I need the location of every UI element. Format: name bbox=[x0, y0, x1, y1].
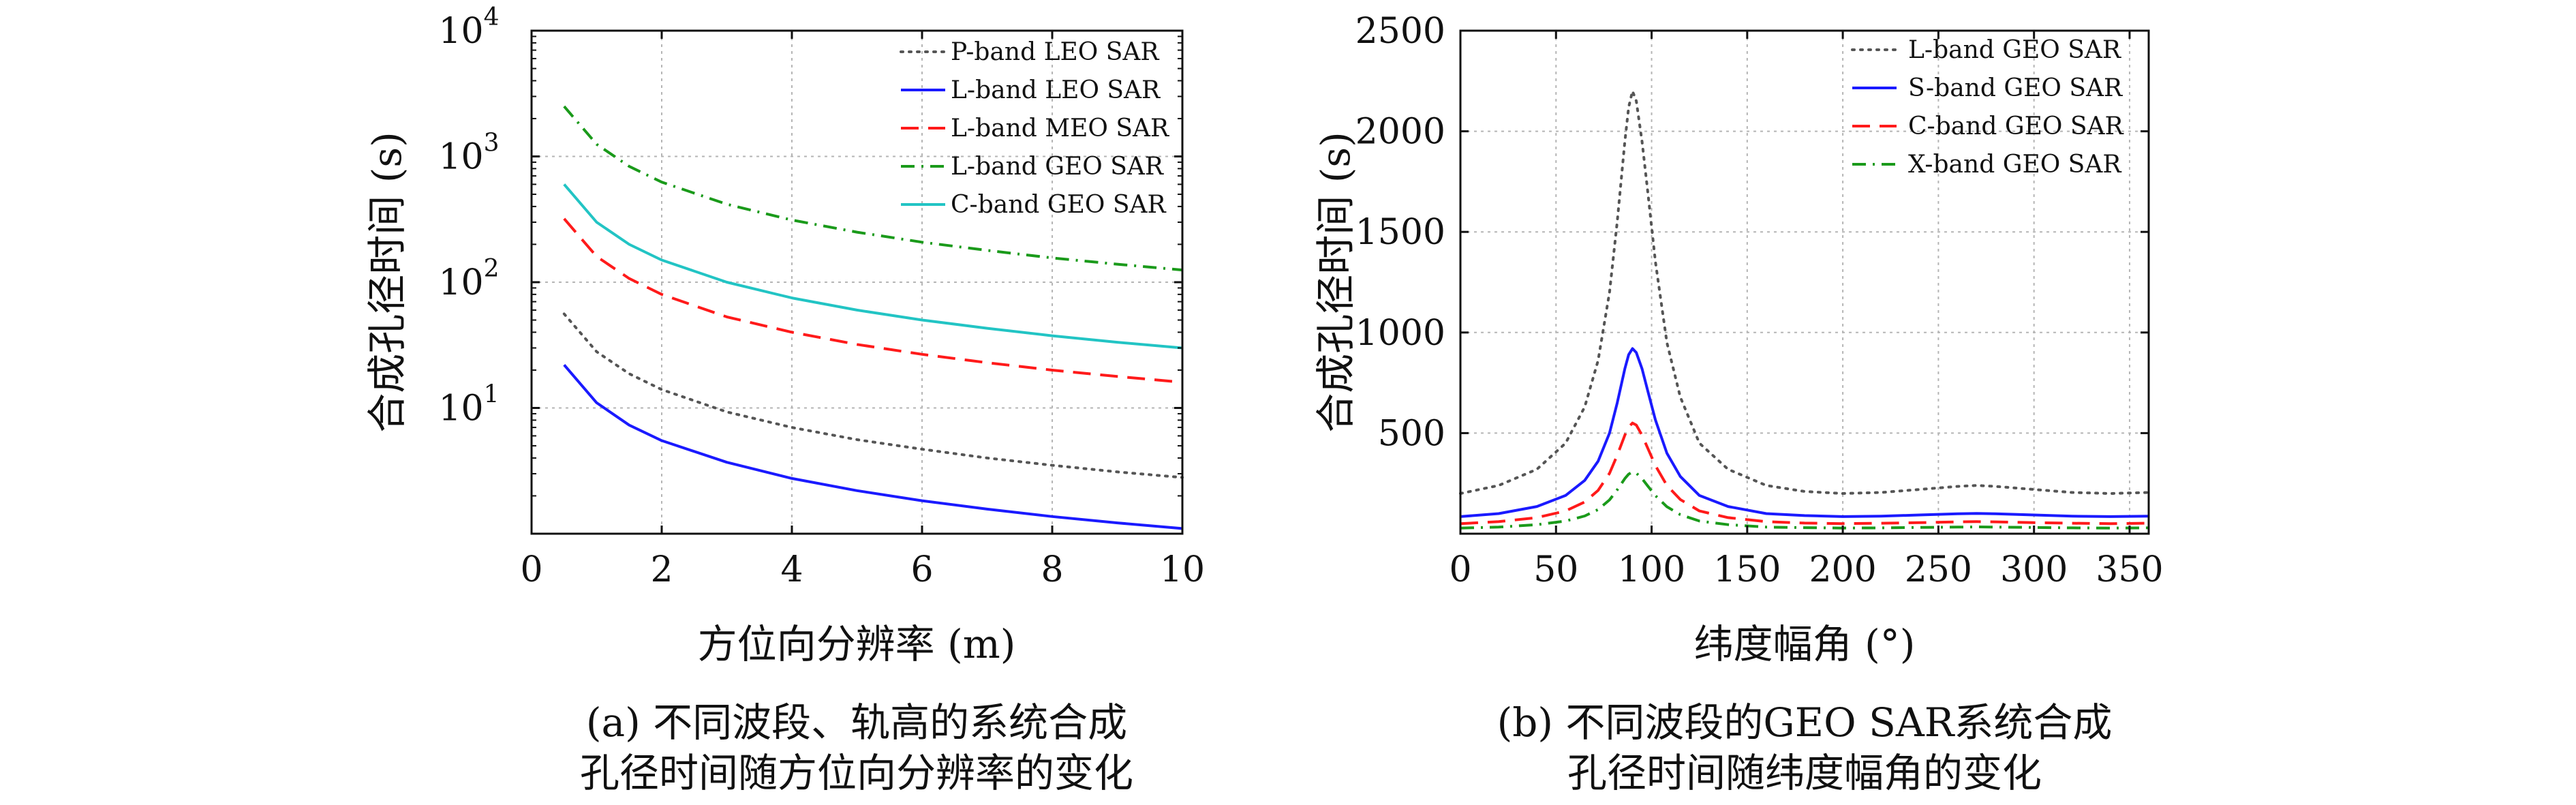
y-tick-label: 500 bbox=[1378, 413, 1445, 454]
x-tick-label: 50 bbox=[1533, 549, 1578, 590]
x-tick-label: 4 bbox=[780, 549, 803, 590]
caption-line-2: 孔径时间随方位向分辨率的变化 bbox=[580, 750, 1133, 796]
y-tick-label: 103 bbox=[438, 130, 499, 178]
series-line-5 bbox=[563, 183, 1183, 350]
y-tick-label-base: 10 bbox=[438, 389, 483, 429]
y-tick-label: 1000 bbox=[1355, 313, 1445, 354]
caption-line-1: (b) 不同波段的GEO SAR系统合成 bbox=[1497, 699, 2113, 746]
y-tick-label: 2000 bbox=[1355, 112, 1445, 153]
y-tick-label-exponent: 3 bbox=[484, 130, 500, 157]
x-tick-label: 6 bbox=[910, 549, 933, 590]
series-line-2 bbox=[563, 363, 1183, 530]
y-tick-label-base: 10 bbox=[438, 11, 483, 52]
x-tick-label: 8 bbox=[1041, 549, 1063, 590]
series-line-4 bbox=[1460, 470, 2149, 530]
legend-label-3: C-band GEO SAR bbox=[1908, 112, 2124, 140]
y-tick-label-exponent: 1 bbox=[484, 381, 500, 409]
x-axis-label: 方位向分辨率 (m) bbox=[698, 621, 1016, 667]
y-tick-label: 1500 bbox=[1355, 212, 1445, 253]
x-tick-label: 10 bbox=[1160, 549, 1205, 590]
legend-label-2: L-band LEO SAR bbox=[951, 76, 1161, 104]
legend-label-1: P-band LEO SAR bbox=[951, 38, 1159, 66]
legend-label-1: L-band GEO SAR bbox=[1908, 36, 2121, 64]
y-axis-label: 合成孔径时间 (s) bbox=[364, 132, 410, 432]
legend-label-5: C-band GEO SAR bbox=[951, 191, 1167, 219]
y-tick-label: 101 bbox=[438, 381, 499, 429]
chart-panel-b: 0 50 100 150 200 250 300 350 500 1000 1500 2000 2500… bbox=[1313, 11, 2164, 796]
x-tick-label: 300 bbox=[2000, 549, 2068, 590]
x-tick-label: 150 bbox=[1713, 549, 1781, 590]
x-tick-label: 2 bbox=[650, 549, 673, 590]
y-tick-label-exponent: 2 bbox=[484, 255, 500, 283]
series-line-4 bbox=[563, 105, 1183, 272]
legend-label-2: S-band GEO SAR bbox=[1908, 74, 2123, 102]
x-tick-label: 250 bbox=[1905, 549, 1972, 590]
y-axis-label: 合成孔径时间 (s) bbox=[1313, 132, 1359, 432]
series-line-3 bbox=[1460, 421, 2149, 526]
x-tick-label: 0 bbox=[1449, 549, 1471, 590]
y-tick-label: 104 bbox=[438, 3, 499, 52]
x-tick-label: 200 bbox=[1809, 549, 1876, 590]
series-line-1 bbox=[562, 312, 1184, 479]
y-tick-label-base: 10 bbox=[438, 137, 483, 178]
x-tick-label: 350 bbox=[2096, 549, 2163, 590]
y-tick-label: 102 bbox=[438, 255, 499, 303]
caption-line-2: 孔径时间随纬度幅角的变化 bbox=[1567, 750, 2042, 796]
legend-label-3: L-band MEO SAR bbox=[951, 115, 1169, 142]
legend-label-4: X-band GEO SAR bbox=[1908, 151, 2121, 179]
plot-frame bbox=[1459, 29, 2150, 535]
series-line-3 bbox=[563, 217, 1183, 384]
y-tick-label: 2500 bbox=[1355, 11, 1445, 52]
series-line-2 bbox=[1460, 347, 2149, 518]
legend-label-4: L-band GEO SAR bbox=[951, 153, 1164, 181]
x-tick-label: 100 bbox=[1618, 549, 1685, 590]
caption-line-1: (a) 不同波段、轨高的系统合成 bbox=[586, 699, 1127, 746]
y-tick-label-base: 10 bbox=[438, 262, 483, 303]
x-axis-label: 纬度幅角 (°) bbox=[1694, 621, 1916, 667]
y-tick-label-exponent: 4 bbox=[484, 3, 500, 31]
x-tick-label: 0 bbox=[520, 549, 542, 590]
